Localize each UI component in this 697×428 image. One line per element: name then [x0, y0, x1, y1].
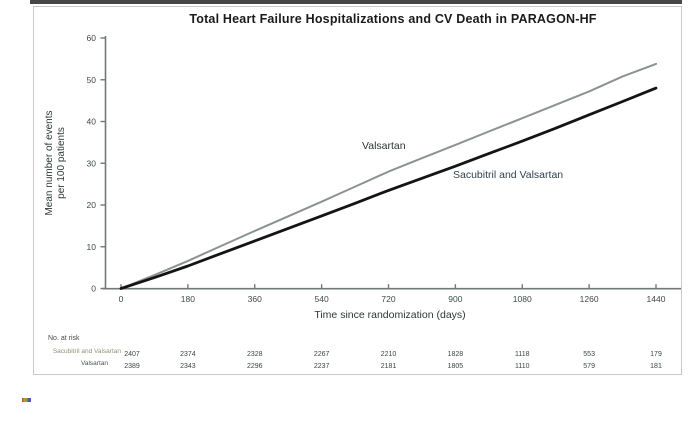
risk-count: 1828 — [448, 351, 464, 358]
x-tick-label: 540 — [315, 294, 329, 304]
risk-count: 2267 — [314, 351, 330, 358]
risk-count: 553 — [583, 351, 595, 358]
figure-frame — [33, 6, 682, 375]
chart-title: Total Heart Failure Hospitalizations and… — [189, 12, 597, 26]
risk-count: 2296 — [247, 363, 263, 370]
y-axis-label: Mean number of events per 100 patients — [44, 43, 70, 283]
x-tick-label: 0 — [119, 294, 124, 304]
x-tick-label: 1080 — [513, 294, 532, 304]
risk-count: 579 — [583, 363, 595, 370]
risk-count: 1110 — [515, 363, 530, 370]
risk-count: 181 — [650, 363, 662, 370]
risk-count: 2328 — [247, 351, 263, 358]
x-tick-label: 900 — [448, 294, 462, 304]
series-label-sacubitril-and-valsartan: Sacubitril and Valsartan — [453, 169, 564, 181]
y-axis-label-line2: per 100 patients — [56, 127, 67, 199]
risk-count: 2237 — [314, 363, 330, 370]
y-tick-label: 40 — [87, 117, 97, 127]
y-tick-label: 50 — [87, 75, 97, 85]
series-label-valsartan: Valsartan — [362, 140, 406, 152]
y-axis-label-line1: Mean number of events — [44, 110, 55, 216]
scan-color-artifact — [22, 398, 31, 402]
risk-count: 2374 — [180, 351, 196, 358]
risk-row-label-valsartan: Valsartan — [81, 360, 108, 367]
series-line-sacubitril-and-valsartan — [119, 86, 658, 290]
x-tick-label: 1260 — [580, 294, 599, 304]
risk-row-label-sacubitril-and-valsartan: Sacubitril and Valsartan — [52, 348, 121, 355]
x-tick-label: 1440 — [647, 294, 666, 304]
risk-count: 1118 — [515, 351, 530, 358]
risk-count: 1805 — [448, 363, 464, 370]
risk-count: 2407 — [124, 351, 140, 358]
risk-count: 179 — [650, 351, 662, 358]
x-tick-label: 180 — [181, 294, 195, 304]
y-tick-label: 30 — [87, 158, 97, 168]
x-axis-label: Time since randomization (days) — [314, 309, 466, 321]
risk-count: 2343 — [180, 363, 196, 370]
y-tick-label: 20 — [87, 200, 97, 210]
risk-count: 2181 — [381, 363, 397, 370]
risk-count: 2389 — [124, 363, 140, 370]
risk-count: 2210 — [381, 351, 397, 358]
y-tick-label: 0 — [91, 284, 96, 294]
x-tick-label: 720 — [381, 294, 395, 304]
risk-table-heading: No. at risk — [48, 335, 80, 342]
y-tick-label: 10 — [87, 242, 97, 252]
scan-edge-bar — [30, 0, 682, 4]
series-line-valsartan — [120, 62, 657, 290]
x-tick-label: 360 — [248, 294, 262, 304]
y-tick-label: 60 — [87, 33, 97, 43]
